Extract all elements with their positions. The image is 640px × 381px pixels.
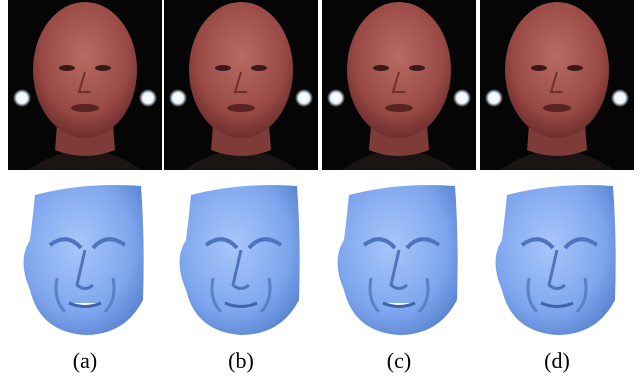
- mouth: [543, 104, 571, 112]
- light: [485, 89, 503, 107]
- light: [611, 89, 629, 107]
- caption: (b): [228, 348, 254, 373]
- face-mesh: [180, 185, 300, 335]
- mouth: [71, 104, 99, 112]
- caption: (a): [73, 348, 97, 373]
- mesh-mouth: [69, 303, 101, 307]
- head: [189, 2, 293, 138]
- column: (a): [8, 0, 162, 373]
- column: (c): [322, 0, 476, 373]
- photo: [164, 0, 318, 170]
- photo: [480, 0, 634, 170]
- face-mesh: [496, 185, 616, 335]
- head: [33, 2, 137, 138]
- panels: (a) (b) (c) (d): [8, 0, 634, 373]
- light: [169, 89, 187, 107]
- mouth: [227, 104, 255, 112]
- light: [295, 89, 313, 107]
- caption: (d): [544, 348, 570, 373]
- head: [347, 2, 451, 138]
- eye: [59, 65, 75, 71]
- eye: [567, 65, 583, 71]
- photo: [8, 0, 162, 170]
- light: [327, 89, 345, 107]
- eye: [373, 65, 389, 71]
- eye: [251, 65, 267, 71]
- figure: (a) (b) (c) (d): [0, 0, 640, 381]
- column: (b): [164, 0, 318, 373]
- mouth: [385, 104, 413, 112]
- eye: [215, 65, 231, 71]
- mesh-mouth: [383, 303, 415, 307]
- face-mesh: [338, 185, 458, 335]
- eye: [409, 65, 425, 71]
- light: [139, 89, 157, 107]
- face-mesh: [24, 185, 144, 335]
- eye: [531, 65, 547, 71]
- column: (d): [480, 0, 634, 373]
- head: [505, 2, 609, 138]
- eye: [95, 65, 111, 71]
- photo: [322, 0, 476, 170]
- light: [13, 89, 31, 107]
- caption: (c): [387, 348, 411, 373]
- light: [453, 89, 471, 107]
